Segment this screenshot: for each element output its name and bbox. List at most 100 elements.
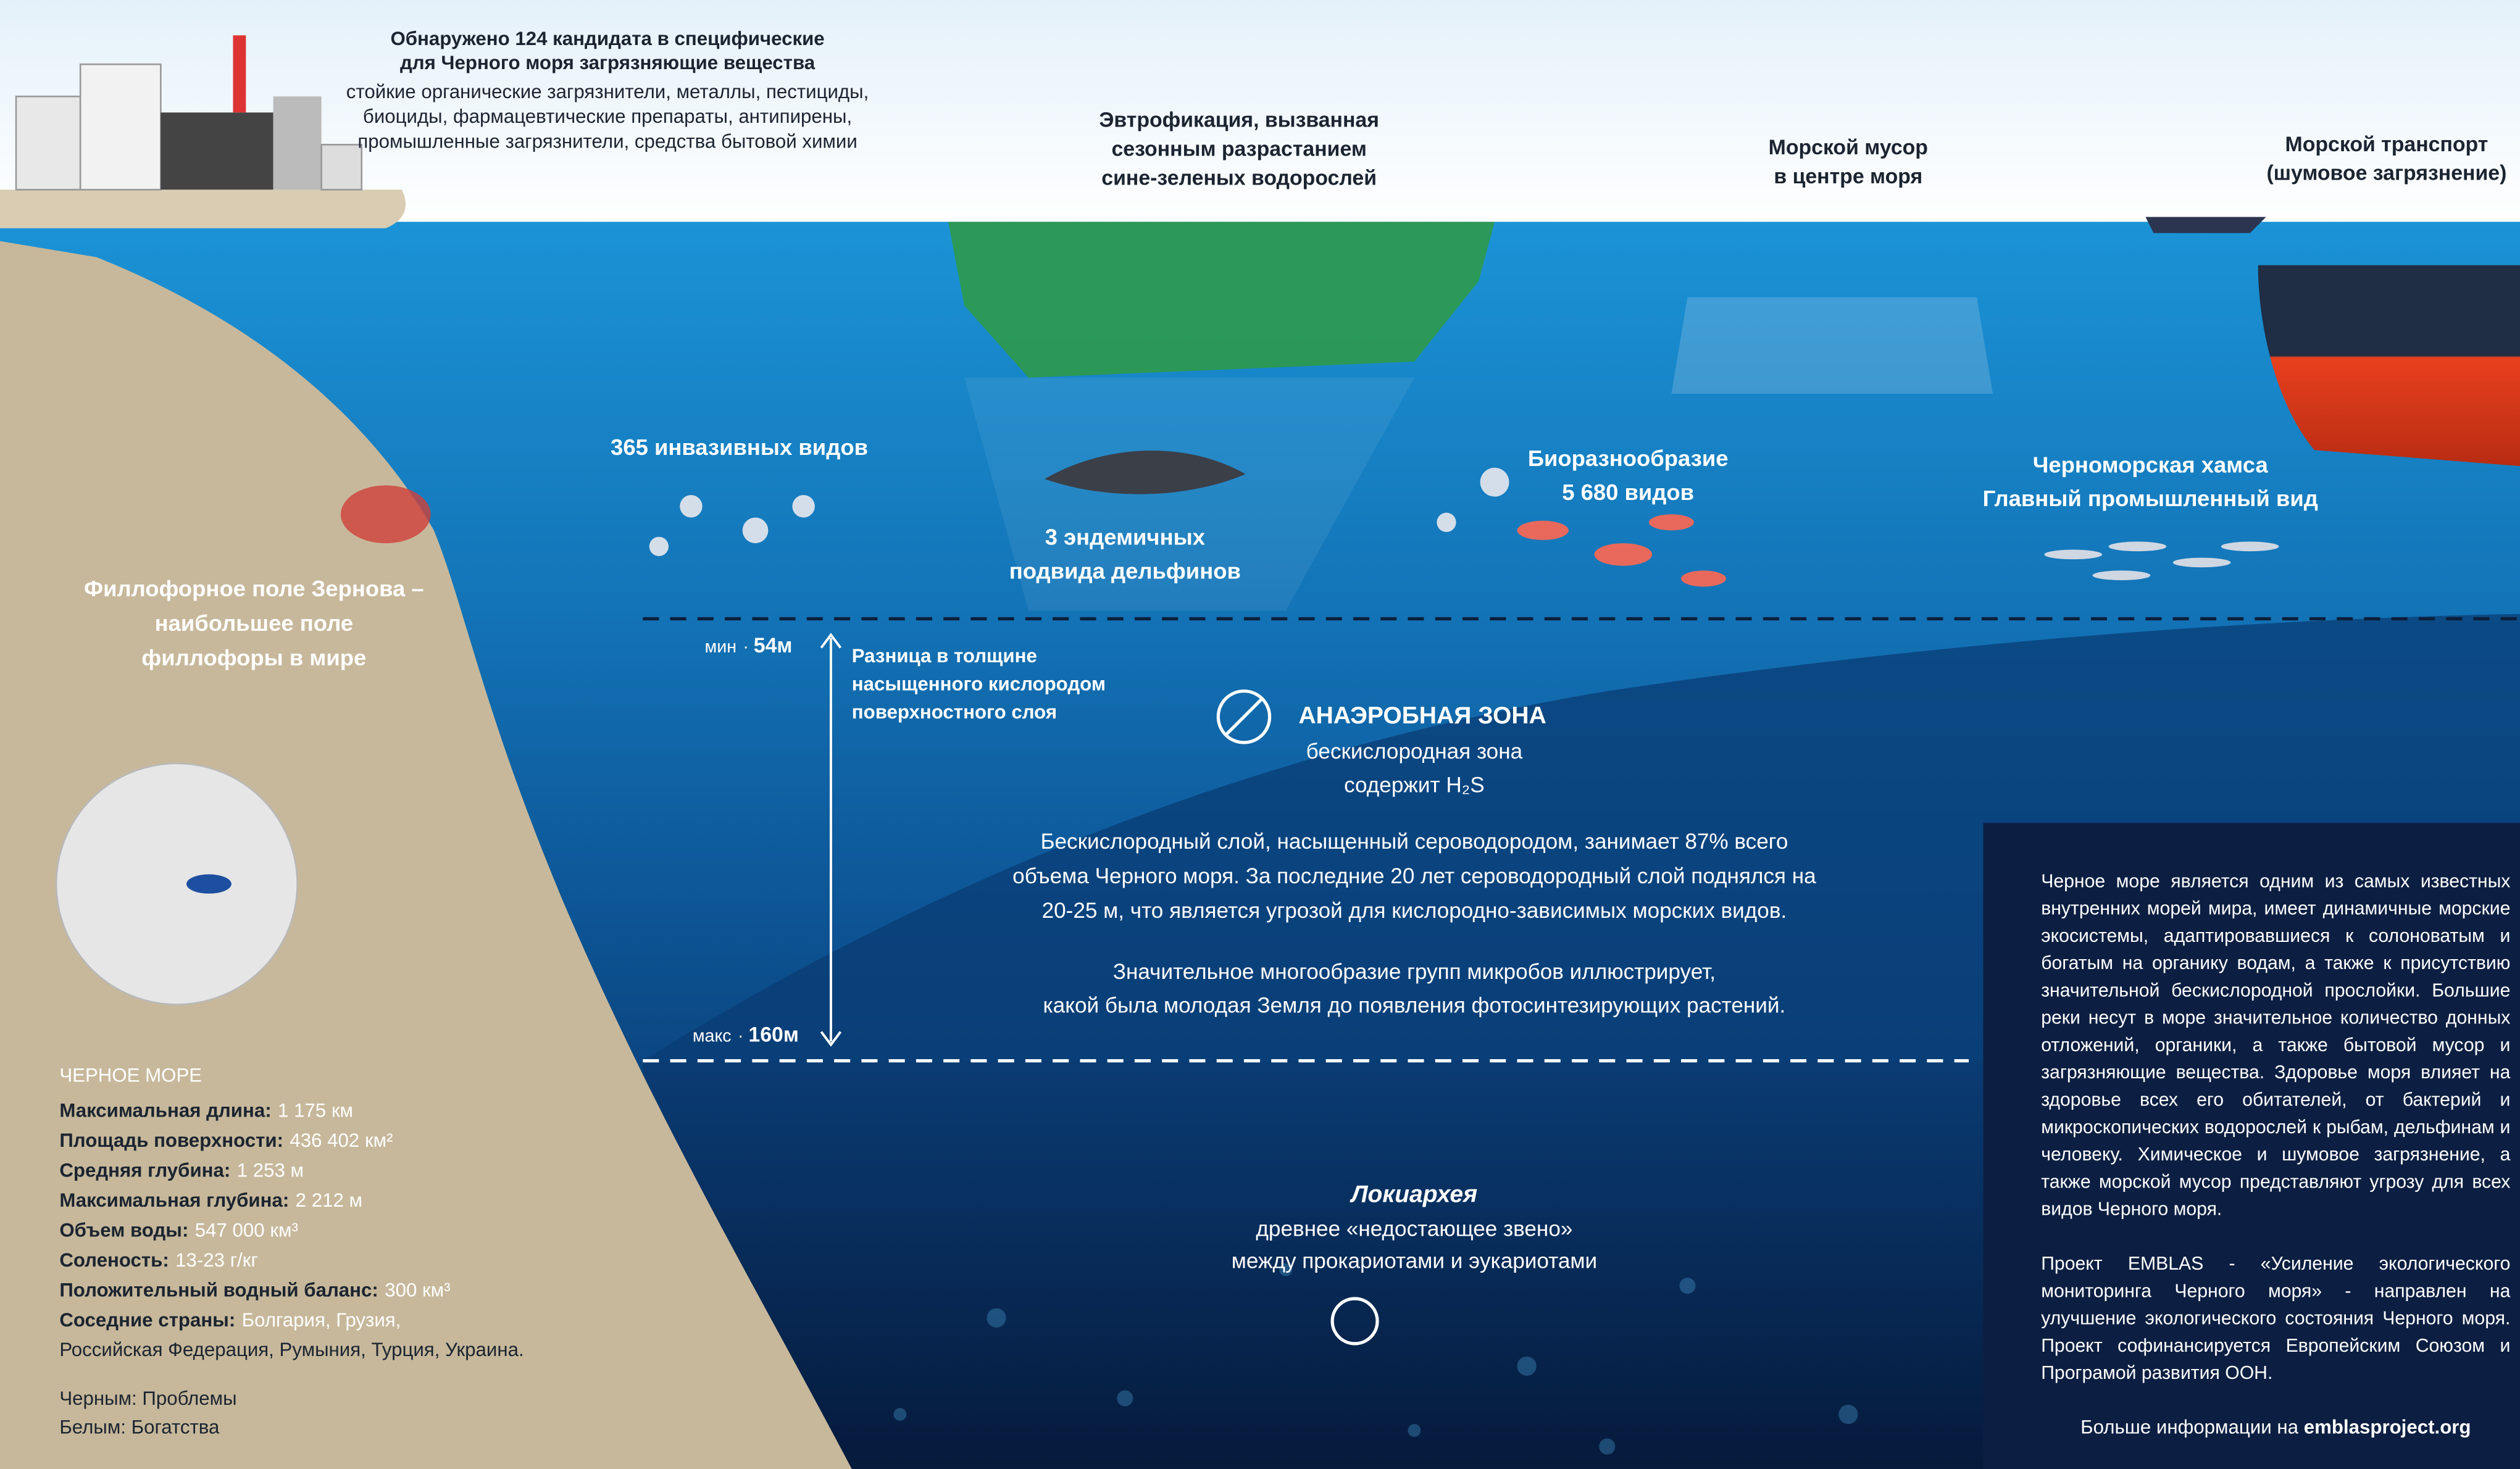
oxygen-difference: Разница в толщине насыщенного кислородом п… bbox=[852, 645, 1106, 723]
black-sea-marker bbox=[186, 874, 232, 894]
text-line: Биоразнообразие bbox=[1528, 446, 1729, 471]
text-line: Бескислородный слой, насыщенный сероводо… bbox=[1040, 830, 1788, 854]
fact-value: 13-23 г/кг bbox=[175, 1249, 258, 1271]
more-info: Больше информации на emblasproject.org bbox=[2041, 1414, 2510, 1441]
fact-name: Средняя глубина: bbox=[59, 1160, 230, 1181]
o2-icon bbox=[1216, 689, 1272, 744]
dot: · bbox=[738, 1026, 744, 1046]
fact: Объем воды: 547 000 км³ bbox=[59, 1219, 298, 1241]
invasive: 365 инвазивных видов bbox=[611, 435, 868, 460]
text-line: Черноморская хамса bbox=[2033, 452, 2269, 478]
litter: Морской мусор в центре моря bbox=[1769, 136, 1928, 188]
text-line: промышленные загрязнители, средства быто… bbox=[357, 131, 857, 152]
text-line: содержит H₂S bbox=[1344, 773, 1485, 797]
more-info-text: Больше информации на bbox=[2080, 1416, 2298, 1439]
transport: Морской транспорт (шумовое загрязнение) bbox=[2267, 133, 2507, 185]
fact-value: 1 175 км bbox=[278, 1100, 353, 1122]
fact-name: Объем воды: bbox=[59, 1219, 188, 1241]
text-line: 365 инвазивных видов bbox=[611, 435, 868, 460]
jellyfish bbox=[649, 467, 1509, 556]
globe bbox=[55, 762, 298, 1005]
text-line: Черным: Проблемы bbox=[59, 1388, 236, 1409]
text-line: Обнаружено 124 кандидата в специфические bbox=[390, 28, 824, 49]
microbes bbox=[893, 1263, 1858, 1455]
anchovy bbox=[2044, 541, 2279, 581]
text-line: 3 эндемичных bbox=[1045, 525, 1205, 550]
dolphin bbox=[1045, 451, 1246, 494]
text-line: стойкие органические загрязнители, метал… bbox=[346, 81, 869, 102]
facts-label: ЧЕРНОЕ МОРЕ bbox=[59, 1064, 202, 1086]
text-line: биоциды, фармацевтические препараты, ант… bbox=[363, 106, 852, 127]
text-line: подвида дельфинов bbox=[1009, 558, 1241, 583]
text-line: 5 680 видов bbox=[1562, 480, 1694, 505]
dolphins: 3 эндемичных подвида дельфинов bbox=[1009, 525, 1241, 584]
o2-strike bbox=[1225, 697, 1263, 736]
text-line: Филлофорное поле Зернова – bbox=[84, 576, 424, 601]
facts: Максимальная длина: 1 175 км Площадь повер… bbox=[59, 1100, 524, 1360]
text-line: сезонным разрастанием bbox=[1111, 138, 1366, 161]
light-beam bbox=[964, 377, 1414, 611]
text-line: какой была молодая Земля до появления фо… bbox=[1043, 993, 1786, 1017]
magnifier bbox=[1330, 1297, 1379, 1346]
sky bbox=[0, 0, 2520, 225]
fact-continued: Российская Федерация, Румыния, Турция, У… bbox=[59, 1339, 524, 1360]
min-value: 54м bbox=[754, 634, 793, 657]
fact: Максимальная глубина: 2 212 м bbox=[59, 1189, 362, 1211]
text-line: Разница в толщине bbox=[852, 645, 1037, 667]
fish bbox=[1517, 514, 1726, 587]
min-depth: мин · 54м bbox=[705, 634, 793, 657]
fact-name: Положительный водный баланс: bbox=[59, 1279, 378, 1300]
factory bbox=[15, 35, 363, 191]
pollutants-text: стойкие органические загрязнители, метал… bbox=[346, 81, 869, 152]
fact-value: 436 402 км² bbox=[290, 1130, 393, 1151]
text-line: поверхностного слоя bbox=[852, 701, 1057, 723]
text-line: наибольшее поле bbox=[155, 610, 353, 636]
fact-name: Максимальная глубина: bbox=[59, 1189, 289, 1211]
pollutants-title: Обнаружено 124 кандидата в специфические… bbox=[390, 28, 824, 73]
text-line: древнее «недостающее звено» bbox=[1256, 1217, 1572, 1241]
info-paragraph: Проект EMBLAS - «Усиление экологического… bbox=[2041, 1254, 2511, 1384]
info-panel: Черное море является одним из самых изве… bbox=[1983, 823, 2520, 1469]
biodiversity: Биоразнообразие 5 680 видов bbox=[1528, 446, 1729, 505]
website[interactable]: emblasproject.org bbox=[2303, 1416, 2471, 1439]
text-line: (шумовое загрязнение) bbox=[2267, 162, 2507, 185]
max-label: макс bbox=[693, 1026, 732, 1046]
eutrophication: Эвтрофикация, вызванная сезонным разраста… bbox=[1099, 109, 1379, 190]
algae-bloom bbox=[948, 222, 1495, 378]
fact-name: Соседние страны: bbox=[59, 1309, 235, 1331]
phyllophora bbox=[340, 485, 431, 544]
fact-name: Площадь поверхности: bbox=[59, 1130, 283, 1151]
phyllophora-label: Филлофорное поле Зернова – наибольшее пол… bbox=[84, 576, 424, 670]
fact: Площадь поверхности: 436 402 км² bbox=[59, 1130, 393, 1151]
fact-value: 1 253 м bbox=[237, 1160, 304, 1181]
text-line: между прокариотами и эукариотами bbox=[1232, 1249, 1597, 1273]
text-line: в центре моря bbox=[1774, 165, 1922, 188]
text-line: Морской транспорт bbox=[2285, 133, 2489, 156]
anaerobic-paragraph: Значительное многообразие групп микробов… bbox=[1043, 960, 1786, 1018]
text-line: 20-25 м, что является угрозой для кислор… bbox=[1042, 899, 1787, 923]
text-line: Морской мусор bbox=[1769, 136, 1928, 159]
text-line: бескислородная зона bbox=[1306, 739, 1523, 764]
text-line: насыщенного кислородом bbox=[852, 673, 1106, 694]
text-line: для Черного моря загрязняющие вещества bbox=[400, 52, 816, 73]
fact-value: Болгария, Грузия, bbox=[242, 1309, 401, 1331]
shore bbox=[0, 189, 406, 228]
dot: · bbox=[743, 637, 749, 657]
lokiarchaea-text: древнее «недостающее звено» между прокари… bbox=[1232, 1217, 1597, 1273]
fact: Соленость: 13-23 г/кг bbox=[59, 1249, 258, 1271]
legend: Черным: Проблемы Белым: Богатства bbox=[59, 1388, 236, 1438]
arrow-heads bbox=[820, 633, 842, 1047]
text-line: Главный промышленный вид bbox=[1983, 486, 2318, 511]
min-label: мин bbox=[705, 637, 736, 657]
fact-name: Максимальная длина: bbox=[59, 1100, 271, 1122]
info-paragraph: Черное море является одним из самых изве… bbox=[2041, 871, 2511, 1220]
yacht bbox=[2145, 217, 2266, 233]
text-line: объема Черного моря. За последние 20 лет… bbox=[1012, 864, 1816, 888]
text-line: Белым: Богатства bbox=[59, 1417, 220, 1438]
litter-patch bbox=[1671, 297, 1993, 394]
anaerobic-subtitle: бескислородная зона содержит H₂S bbox=[1306, 739, 1523, 797]
ship bbox=[2258, 265, 2520, 467]
